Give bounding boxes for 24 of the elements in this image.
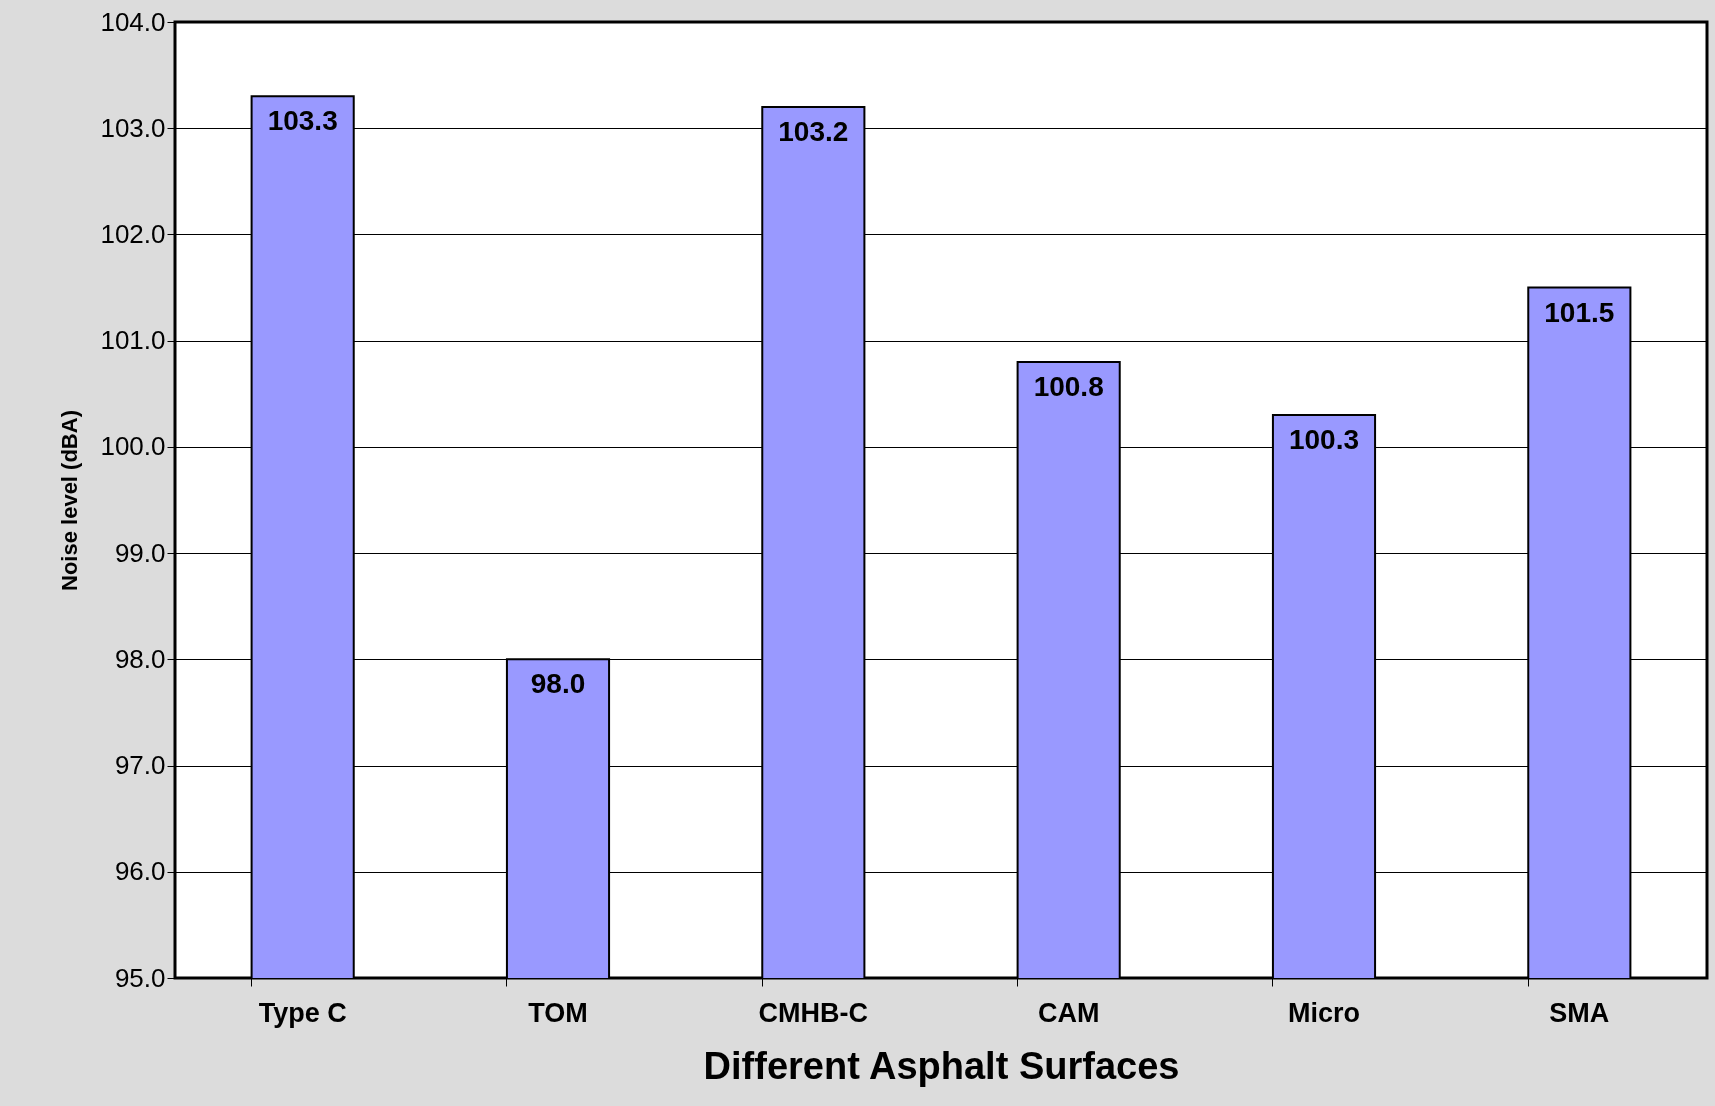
y-axis-title: Noise level (dBA) bbox=[57, 410, 83, 591]
y-tick-label: 100.0 bbox=[100, 431, 166, 462]
y-tick-label: 95.0 bbox=[114, 962, 166, 993]
data-label: 103.3 bbox=[267, 105, 338, 137]
x-tick-label: Micro bbox=[1287, 997, 1361, 1028]
y-tick-label: 101.0 bbox=[100, 325, 166, 356]
x-axis-title: Different Asphalt Surfaces bbox=[703, 1044, 1180, 1087]
y-tick-label: 103.0 bbox=[100, 112, 166, 143]
data-label: 100.3 bbox=[1288, 424, 1360, 456]
y-tick-label: 97.0 bbox=[114, 750, 166, 781]
x-tick-label: Type C bbox=[258, 997, 347, 1028]
y-tick-label: 98.0 bbox=[114, 643, 166, 674]
y-tick-label: 96.0 bbox=[114, 856, 166, 887]
data-label: 103.2 bbox=[778, 115, 849, 147]
x-tick-label: CAM bbox=[1037, 997, 1100, 1028]
x-tick-label: TOM bbox=[528, 997, 588, 1028]
x-tick-label: SMA bbox=[1549, 997, 1610, 1028]
data-label: 101.5 bbox=[1544, 296, 1615, 328]
y-tick-label: 99.0 bbox=[114, 537, 166, 568]
x-tick-label: CMHB-C bbox=[758, 997, 869, 1028]
data-label: 98.0 bbox=[530, 668, 586, 700]
data-label: 100.8 bbox=[1033, 370, 1104, 402]
y-tick-label: 102.0 bbox=[100, 218, 166, 249]
y-tick-label: 104.0 bbox=[100, 6, 166, 37]
